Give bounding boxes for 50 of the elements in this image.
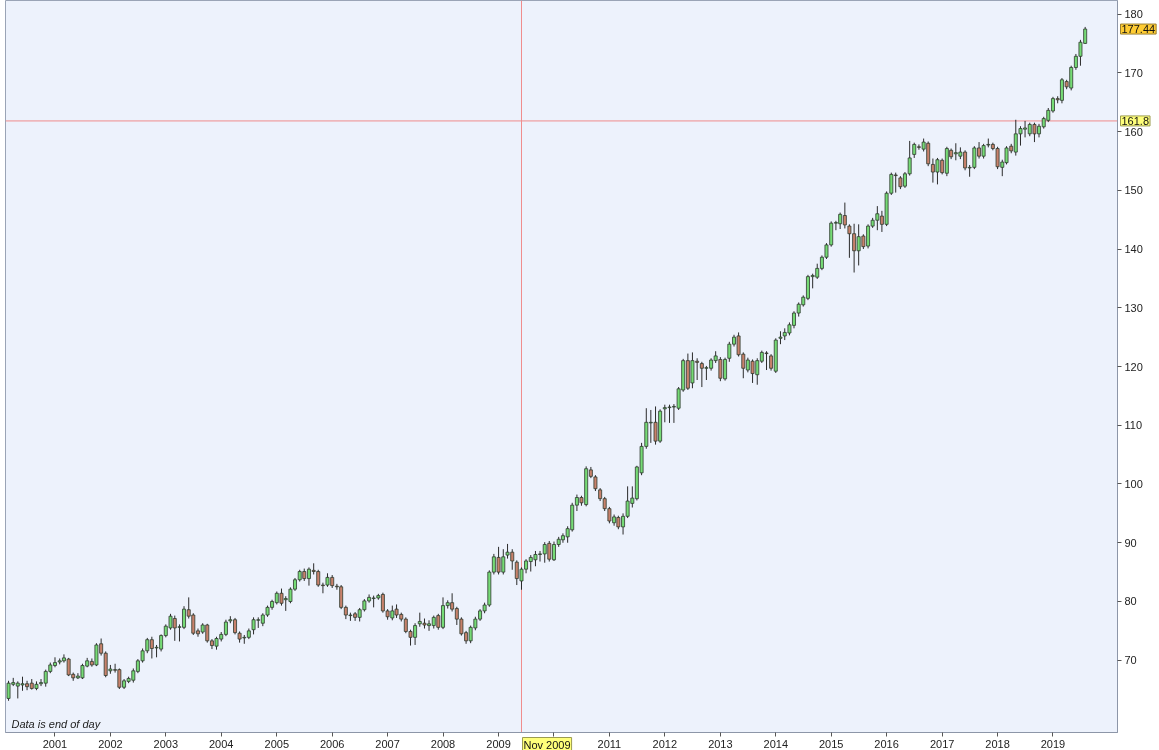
- y-tick-label: 150: [1124, 184, 1143, 197]
- candlestick: [496, 546, 501, 575]
- ref-line-label: 161.8: [1121, 114, 1150, 127]
- candlestick: [893, 172, 898, 194]
- text: 177.44: [1121, 23, 1156, 36]
- x-tick-label: 2002: [98, 737, 123, 750]
- y-tick-label: 180: [1124, 8, 1143, 21]
- candlestick: [690, 351, 695, 389]
- candlestick: [6, 680, 11, 702]
- candlestick: [750, 358, 755, 384]
- y-tick-label: 160: [1124, 125, 1143, 138]
- x-tick-label: 2015: [818, 737, 844, 750]
- candlestick: [995, 146, 1000, 170]
- y-tick-label: 90: [1124, 536, 1137, 549]
- x-tick-label: 2011: [597, 737, 622, 750]
- x-tick-label: 2016: [874, 737, 899, 750]
- x-tick-label: 2001: [42, 737, 68, 750]
- y-tick-label: 80: [1124, 595, 1137, 608]
- x-tick-label: 2012: [652, 737, 678, 750]
- y-tick-label: 110: [1124, 419, 1143, 432]
- x-tick-label: 2009: [486, 737, 511, 750]
- candlestick: [117, 667, 122, 690]
- y-tick-label: 170: [1124, 66, 1143, 79]
- x-tick-label: 2018: [985, 737, 1010, 750]
- candlestick: [764, 350, 769, 371]
- x-tick-label: 2005: [264, 737, 290, 750]
- y-tick-label: 100: [1124, 478, 1143, 490]
- x-tick-label: 2007: [375, 737, 400, 750]
- x-tick-label: 2013: [708, 737, 733, 750]
- x-tick-label: 2019: [1040, 737, 1066, 750]
- ref-line-label: Nov 2009: [523, 738, 571, 750]
- candlestick: [542, 541, 547, 564]
- candlestick: [699, 361, 704, 388]
- x-tick-label: 2003: [153, 737, 179, 750]
- x-tick-label: 2017: [929, 737, 955, 750]
- y-tick-label: 130: [1124, 301, 1143, 314]
- y-tick-label: 120: [1124, 360, 1143, 373]
- candlestick: [191, 612, 196, 636]
- x-tick-label: 2014: [763, 737, 789, 750]
- candlestick: [935, 157, 940, 185]
- candlestick: [547, 540, 552, 563]
- x-tick-label: 2004: [208, 737, 234, 750]
- candlestick: [1032, 122, 1037, 143]
- x-tick-label: 2008: [430, 737, 456, 750]
- annotation: Data is end of day: [11, 717, 102, 730]
- x-tick-label: 2006: [319, 737, 345, 750]
- y-tick-label: 70: [1124, 654, 1137, 667]
- candlestick: [667, 404, 672, 424]
- y-tick-label: 140: [1124, 243, 1143, 255]
- candlestick: [653, 405, 658, 446]
